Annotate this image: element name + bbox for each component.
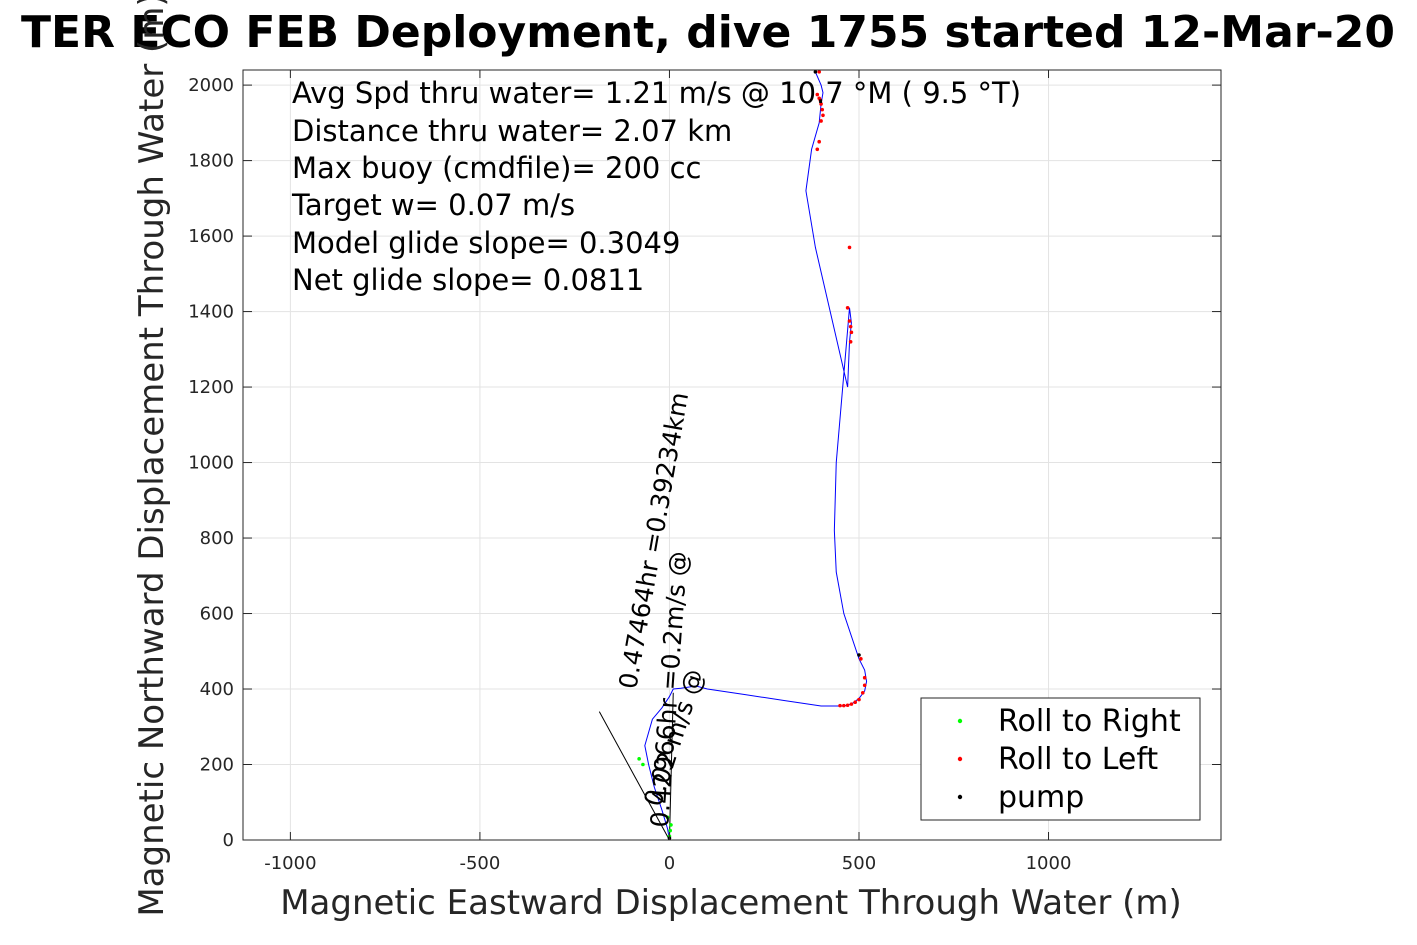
- roll-left-point: [859, 657, 863, 661]
- roll-left-point: [862, 683, 867, 688]
- x-tick-label: -500: [459, 853, 500, 874]
- y-tick-label: 0: [223, 830, 234, 851]
- data-layer: [598, 70, 868, 841]
- roll-left-point: [847, 245, 852, 250]
- roll-left-point: [815, 92, 820, 97]
- roll-left-point: [838, 703, 842, 708]
- annotation-model-glide: Model glide slope= 0.3049: [292, 226, 680, 260]
- roll-left-point: [842, 703, 846, 708]
- roll-left-point: [849, 702, 854, 706]
- roll-left-point: [853, 700, 857, 705]
- legend: Roll to Right Roll to Left pump: [920, 697, 1201, 821]
- roll-left-point: [848, 339, 853, 344]
- roll-left-point: [845, 305, 850, 310]
- roll-right-point: [641, 762, 645, 767]
- chart-title: TER ECO FEB Deployment, dive 1755 starte…: [21, 7, 1395, 58]
- y-tick-label: 400: [200, 679, 234, 700]
- annotation-distance: Distance thru water= 2.07 km: [292, 114, 732, 148]
- grid-lines: [243, 70, 1221, 841]
- annotation-max-buoy: Max buoy (cmdfile)= 200 cc: [292, 151, 701, 185]
- y-tick-label: 1400: [188, 302, 234, 323]
- current-vector-line: [598, 711, 670, 841]
- annotation-block: Avg Spd thru water= 1.21 m/s @ 10.7 °M (…: [291, 76, 1021, 297]
- legend-marker-pump: [957, 794, 963, 800]
- y-tick-label: 2000: [188, 75, 234, 96]
- x-axis-label: Magnetic Eastward Displacement Through W…: [280, 883, 1182, 923]
- annotation-avg-speed: Avg Spd thru water= 1.21 m/s @ 10.7 °M (…: [292, 76, 1021, 110]
- roll-left-point: [820, 107, 825, 112]
- x-tick-label: 1000: [1026, 853, 1072, 874]
- roll-left-point: [815, 147, 820, 152]
- y-tick-label: 1000: [188, 453, 234, 474]
- pump-point: [813, 70, 818, 74]
- roll-left-point: [819, 119, 823, 123]
- annotation-target-w: Target w= 0.07 m/s: [291, 188, 575, 222]
- roll-left-point: [857, 697, 861, 702]
- legend-label-roll-right: Roll to Right: [998, 704, 1181, 739]
- y-tick-label: 1200: [188, 377, 234, 398]
- roll-left-point: [817, 70, 821, 74]
- roll-left-point: [862, 675, 867, 680]
- roll-right-point: [669, 823, 673, 827]
- roll-left-point: [845, 703, 850, 708]
- plot-frame: [242, 69, 1222, 841]
- roll-right-point: [668, 828, 673, 833]
- y-tick-label: 1600: [188, 226, 234, 247]
- x-tick-label: 0: [664, 853, 675, 874]
- y-tick-label: 200: [200, 755, 234, 776]
- current-vector-line: [668, 692, 674, 841]
- dive-track-line: [644, 71, 868, 841]
- tick-layer: -1000 -500 0 500 1000 0 200 400 600 800 1000 1200 14…: [188, 70, 1221, 874]
- legend-marker-roll-left: [957, 756, 963, 762]
- roll-left-point: [819, 102, 823, 106]
- pump-point: [857, 653, 861, 657]
- x-tick-label: 500: [842, 853, 876, 874]
- roll-left-point: [847, 319, 852, 323]
- roll-right-point: [637, 757, 641, 761]
- legend-label-roll-left: Roll to Left: [998, 742, 1158, 777]
- legend-label-pump: pump: [998, 780, 1084, 815]
- roll-left-point: [860, 690, 865, 695]
- y-tick-label: 600: [200, 604, 234, 625]
- y-axis-label: Magnetic Northward Displacement Through …: [132, 0, 172, 917]
- legend-marker-roll-right: [957, 718, 963, 724]
- roll-left-point: [849, 330, 854, 335]
- y-tick-label: 1800: [188, 151, 234, 172]
- legend-box: [920, 697, 1201, 821]
- roll-right-point: [665, 815, 670, 820]
- roll-left-point: [817, 96, 821, 101]
- annotation-net-glide: Net glide slope= 0.0811: [292, 263, 644, 297]
- x-tick-label: -1000: [264, 853, 316, 874]
- y-tick-label: 800: [200, 528, 234, 549]
- roll-left-point: [848, 324, 853, 329]
- roll-left-point: [817, 139, 821, 144]
- roll-left-point: [821, 113, 825, 118]
